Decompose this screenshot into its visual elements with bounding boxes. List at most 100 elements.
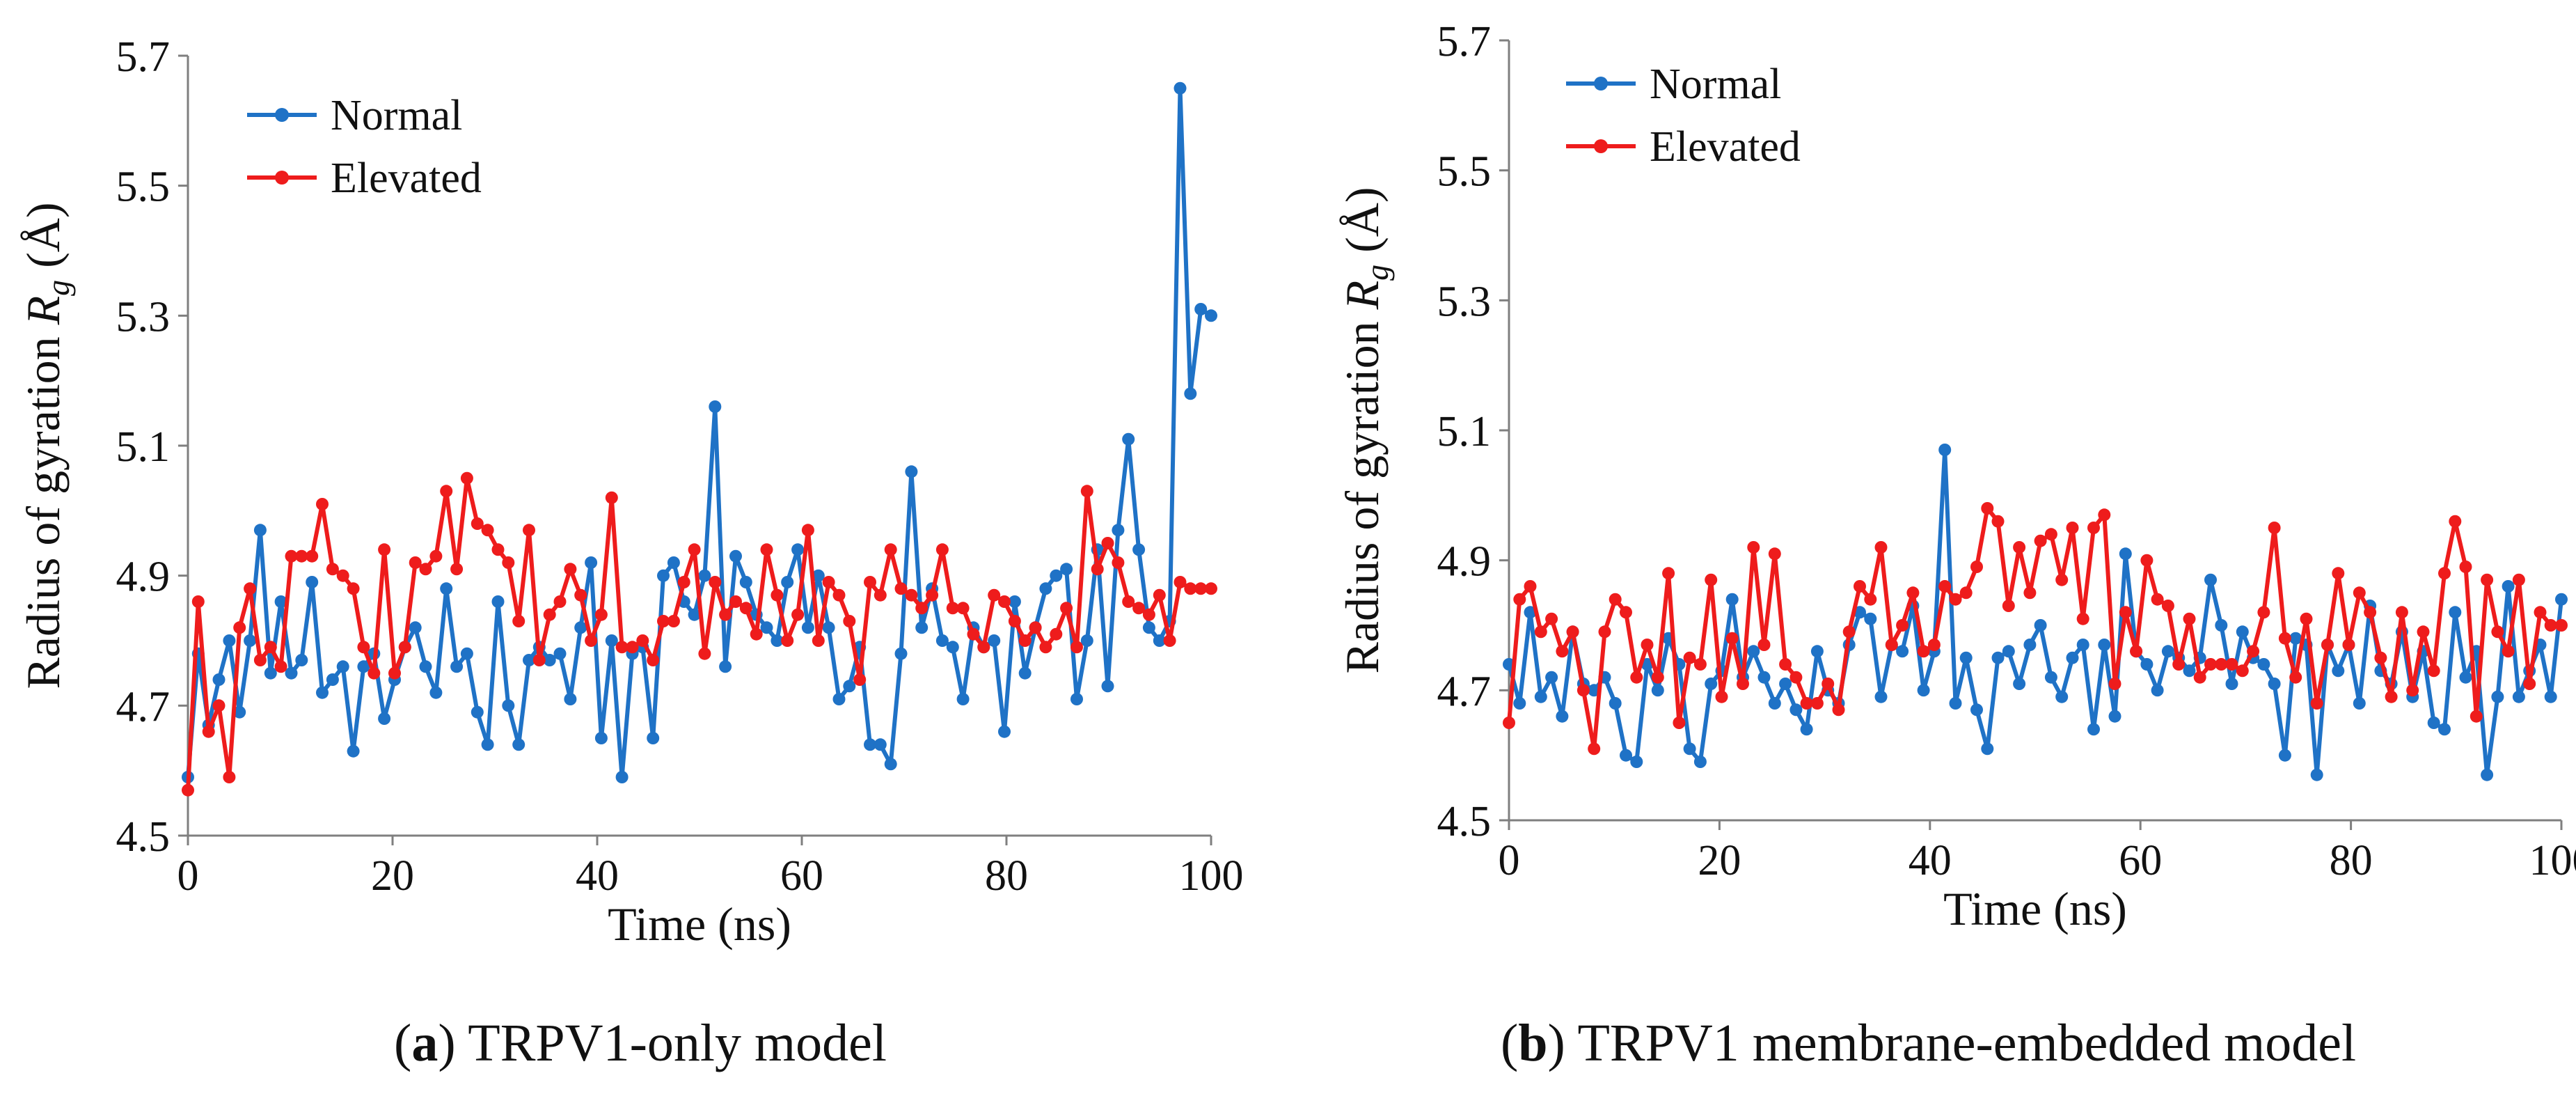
data-point-normal — [1630, 756, 1643, 768]
data-point-normal — [1008, 595, 1021, 608]
data-point-elevated — [2257, 606, 2270, 619]
data-point-elevated — [1810, 697, 1824, 710]
data-point-normal — [1112, 524, 1125, 537]
data-point-elevated — [864, 576, 876, 588]
data-point-elevated — [2555, 619, 2568, 632]
data-point-elevated — [2406, 684, 2419, 697]
x-tick-label: 60 — [780, 852, 823, 900]
data-point-normal — [1080, 634, 1093, 647]
data-point-elevated — [1630, 671, 1643, 684]
data-point-elevated — [2417, 625, 2430, 639]
data-point-normal — [2544, 690, 2557, 703]
y-tick-label: 4.5 — [1437, 798, 1492, 845]
data-point-normal — [2066, 651, 2079, 664]
data-point-normal — [998, 725, 1011, 738]
data-point-normal — [615, 771, 629, 783]
data-point-elevated — [1174, 576, 1187, 588]
data-point-elevated — [491, 543, 505, 556]
data-point-elevated — [626, 641, 639, 654]
data-point-normal — [460, 647, 473, 660]
data-point-normal — [2034, 619, 2047, 632]
data-point-normal — [502, 699, 515, 712]
data-point-normal — [688, 608, 701, 621]
data-point-elevated — [2119, 606, 2132, 619]
data-point-elevated — [2395, 606, 2408, 619]
data-point-elevated — [1662, 567, 1675, 580]
data-point-normal — [2076, 639, 2089, 651]
data-point-normal — [1768, 697, 1781, 710]
data-point-elevated — [2481, 573, 2494, 586]
data-point-normal — [2427, 717, 2440, 729]
data-point-elevated — [2247, 645, 2260, 658]
data-point-elevated — [657, 615, 670, 627]
data-point-normal — [1779, 678, 1792, 690]
data-point-normal — [1949, 697, 1962, 710]
data-point-elevated — [388, 666, 401, 680]
data-point-normal — [1874, 690, 1888, 703]
data-point-normal — [1620, 749, 1632, 762]
data-point-normal — [295, 654, 308, 666]
data-point-normal — [2438, 723, 2451, 736]
data-point-elevated — [2172, 658, 2186, 671]
data-point-normal — [647, 732, 660, 744]
data-point-normal — [698, 569, 711, 582]
data-point-elevated — [894, 582, 908, 595]
data-point-elevated — [988, 588, 1001, 602]
data-point-elevated — [2438, 567, 2451, 580]
data-point-normal — [2161, 645, 2174, 658]
data-point-normal — [1800, 723, 1813, 736]
data-point-elevated — [295, 549, 308, 563]
data-point-elevated — [2374, 651, 2387, 664]
data-point-elevated — [750, 627, 763, 641]
data-point-elevated — [253, 654, 267, 666]
data-point-normal — [667, 556, 680, 569]
data-point-normal — [1174, 81, 1187, 95]
y-tick-label: 5.5 — [1437, 148, 1492, 196]
data-point-normal — [1651, 684, 1664, 697]
data-point-elevated — [2353, 586, 2366, 600]
data-point-elevated — [1768, 547, 1781, 561]
legend-marker-normal — [275, 108, 289, 122]
data-point-normal — [1018, 666, 1032, 680]
data-point-elevated — [874, 588, 887, 602]
data-point-elevated — [1039, 641, 1052, 654]
data-point-normal — [2278, 749, 2291, 762]
data-point-normal — [874, 738, 887, 751]
data-point-normal — [2023, 639, 2037, 651]
x-tick-label: 0 — [1499, 837, 1520, 884]
data-point-elevated — [843, 615, 856, 627]
data-point-elevated — [2459, 561, 2472, 573]
data-point-normal — [2215, 619, 2228, 632]
y-tick-label: 5.3 — [1437, 278, 1492, 325]
data-point-normal — [791, 543, 805, 556]
data-point-elevated — [336, 569, 349, 582]
data-point-elevated — [709, 576, 722, 588]
data-point-elevated — [502, 556, 515, 569]
data-point-normal — [429, 686, 443, 699]
y-tick-label: 4.9 — [1437, 538, 1492, 586]
data-point-elevated — [2236, 664, 2249, 678]
x-tick-label: 100 — [2529, 837, 2576, 884]
data-point-normal — [2044, 671, 2057, 684]
data-point-normal — [894, 647, 908, 660]
chart-a: 4.5 4.7 4.9 5.1 5.3 5.5 5.7 0 20 40 60 80 100 Time (n… — [17, 33, 1244, 951]
data-point-normal — [1122, 432, 1135, 446]
data-point-elevated — [1122, 595, 1135, 608]
data-point-elevated — [1060, 602, 1073, 615]
data-point-normal — [771, 634, 784, 647]
data-point-elevated — [523, 524, 535, 537]
data-point-normal — [781, 576, 794, 588]
data-point-normal — [657, 569, 670, 582]
data-point-elevated — [2512, 573, 2525, 586]
data-point-elevated — [1789, 671, 1803, 684]
data-point-elevated — [2044, 528, 2057, 541]
data-point-elevated — [1070, 641, 1083, 654]
data-point-elevated — [2332, 567, 2345, 580]
data-point-elevated — [357, 641, 370, 654]
data-point-elevated — [2523, 678, 2536, 690]
data-point-normal — [2055, 690, 2069, 703]
data-point-normal — [843, 680, 856, 693]
data-point-elevated — [2002, 600, 2015, 612]
data-point-elevated — [2087, 522, 2100, 534]
